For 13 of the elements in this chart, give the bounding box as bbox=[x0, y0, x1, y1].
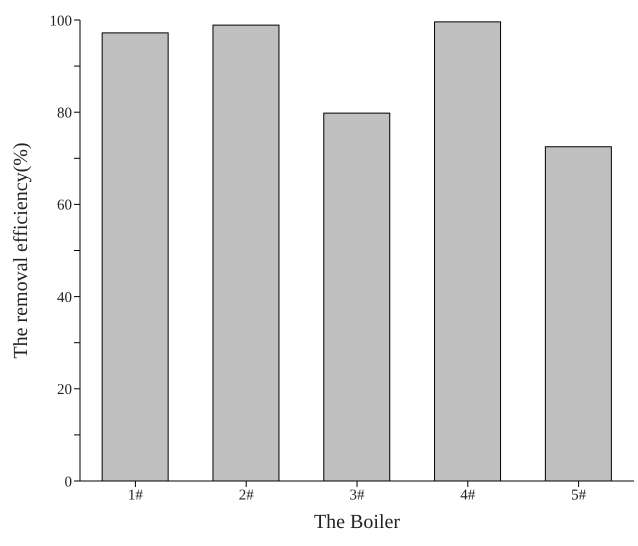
y-tick-label: 80 bbox=[57, 106, 72, 122]
y-tick-label: 100 bbox=[50, 13, 72, 30]
y-tick-label: 0 bbox=[64, 474, 72, 490]
y-tick-label: 20 bbox=[57, 382, 72, 398]
y-axis-title: The removal efficiency(%) bbox=[10, 142, 32, 359]
x-tick-label: 4# bbox=[460, 488, 476, 504]
x-tick-label: 3# bbox=[350, 488, 365, 504]
x-axis-title: The Boiler bbox=[314, 511, 400, 533]
y-tick-label: 40 bbox=[57, 290, 72, 306]
y-tick-label: 60 bbox=[57, 198, 72, 214]
x-tick-label: 1# bbox=[128, 488, 144, 504]
x-tick-label: 5# bbox=[571, 488, 587, 504]
x-tick-label: 2# bbox=[238, 488, 254, 504]
